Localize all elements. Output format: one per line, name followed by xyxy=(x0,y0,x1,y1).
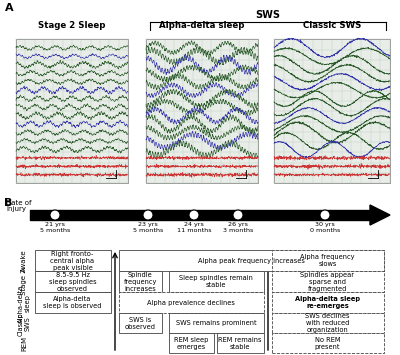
Circle shape xyxy=(143,210,153,220)
Circle shape xyxy=(50,210,60,220)
FancyBboxPatch shape xyxy=(118,250,384,271)
Text: SWS is
observed: SWS is observed xyxy=(124,317,156,329)
Text: SWS remains prominent: SWS remains prominent xyxy=(176,320,256,326)
Text: 2: 2 xyxy=(146,199,150,208)
FancyBboxPatch shape xyxy=(272,292,384,313)
Text: B: B xyxy=(4,198,12,208)
Text: REM remains
stable: REM remains stable xyxy=(218,337,262,350)
FancyBboxPatch shape xyxy=(118,271,162,292)
Text: SWS: SWS xyxy=(256,10,280,20)
FancyBboxPatch shape xyxy=(272,333,384,353)
Text: Alpha-delta sleep: Alpha-delta sleep xyxy=(159,21,245,29)
Circle shape xyxy=(320,210,330,220)
Text: 5: 5 xyxy=(322,199,328,208)
Text: Date of: Date of xyxy=(6,200,32,206)
Text: Classic
SWS: Classic SWS xyxy=(18,312,30,335)
Text: 26 yrs
3 months: 26 yrs 3 months xyxy=(223,222,253,233)
Text: Alpha-delta sleep
re-emerges: Alpha-delta sleep re-emerges xyxy=(295,296,360,309)
Text: Right fronto-
central alpha
peak visible: Right fronto- central alpha peak visible xyxy=(50,251,94,271)
Text: 21 yrs
5 months: 21 yrs 5 months xyxy=(40,222,70,233)
Text: 30 yrs
0 months: 30 yrs 0 months xyxy=(310,222,340,233)
Text: Stage 2: Stage 2 xyxy=(21,268,27,295)
Circle shape xyxy=(233,210,243,220)
Text: Alpha frequency
slows: Alpha frequency slows xyxy=(300,254,355,267)
FancyBboxPatch shape xyxy=(16,39,128,183)
Text: 1: 1 xyxy=(53,199,57,208)
Text: Injury: Injury xyxy=(6,206,26,212)
FancyBboxPatch shape xyxy=(168,333,214,353)
FancyBboxPatch shape xyxy=(272,250,384,271)
Text: Alpha peak frequency increases: Alpha peak frequency increases xyxy=(198,257,304,263)
Text: Spindles appear
sparse and
fragmented: Spindles appear sparse and fragmented xyxy=(300,272,354,291)
Text: Alpha prevalence declines: Alpha prevalence declines xyxy=(147,300,235,306)
Text: Sleep spindles remain
stable: Sleep spindles remain stable xyxy=(179,275,253,288)
FancyBboxPatch shape xyxy=(146,39,258,183)
Text: Time point:: Time point: xyxy=(34,202,74,208)
FancyBboxPatch shape xyxy=(168,271,264,292)
FancyBboxPatch shape xyxy=(34,271,110,292)
FancyBboxPatch shape xyxy=(272,313,384,333)
FancyBboxPatch shape xyxy=(274,39,390,183)
Circle shape xyxy=(189,210,199,220)
FancyBboxPatch shape xyxy=(34,250,110,271)
FancyBboxPatch shape xyxy=(272,271,384,292)
Polygon shape xyxy=(370,205,390,225)
Text: 23 yrs
5 months: 23 yrs 5 months xyxy=(133,222,163,233)
Text: Spindle
frequency
increases: Spindle frequency increases xyxy=(123,272,157,291)
FancyBboxPatch shape xyxy=(216,333,264,353)
Text: Alpha-delta
sleep: Alpha-delta sleep xyxy=(18,284,30,323)
Text: Stage 2 Sleep: Stage 2 Sleep xyxy=(38,21,106,29)
Text: A: A xyxy=(5,3,14,13)
Text: Alpha-delta
sleep is observed: Alpha-delta sleep is observed xyxy=(43,296,102,309)
Text: 3: 3 xyxy=(192,199,196,208)
FancyBboxPatch shape xyxy=(168,313,264,333)
FancyBboxPatch shape xyxy=(118,313,162,333)
Text: No REM
present: No REM present xyxy=(315,337,340,350)
Text: 4: 4 xyxy=(236,199,240,208)
Text: 8.5-9.5 Hz
sleep spindles
observed: 8.5-9.5 Hz sleep spindles observed xyxy=(49,272,96,291)
FancyBboxPatch shape xyxy=(118,292,264,313)
FancyBboxPatch shape xyxy=(34,292,110,313)
Text: 24 yrs
11 months: 24 yrs 11 months xyxy=(177,222,211,233)
Text: SWS declines
with reduced
organization: SWS declines with reduced organization xyxy=(305,313,350,333)
Text: Classic SWS: Classic SWS xyxy=(303,21,361,29)
Text: REM: REM xyxy=(21,335,27,351)
Text: REM sleep
emerges: REM sleep emerges xyxy=(174,337,208,350)
Text: Awake: Awake xyxy=(21,249,27,272)
